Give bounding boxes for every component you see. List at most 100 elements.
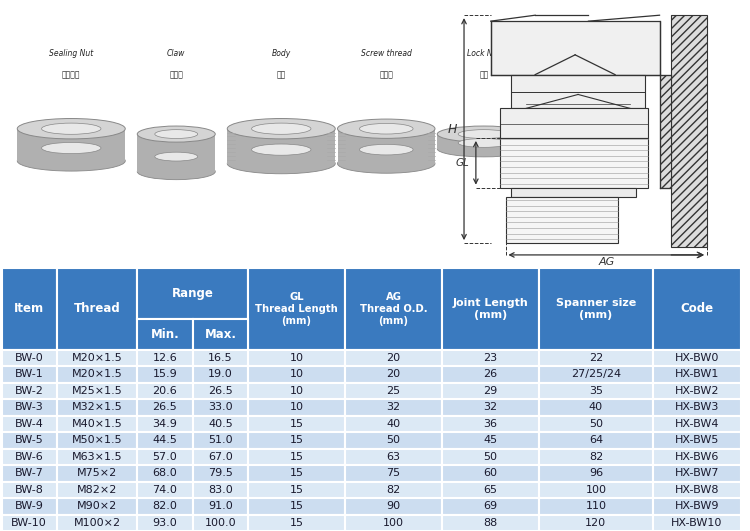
Text: 67.0: 67.0 xyxy=(208,452,232,462)
Ellipse shape xyxy=(154,130,198,139)
Ellipse shape xyxy=(17,118,125,139)
Bar xyxy=(248,399,345,416)
Bar xyxy=(2,498,57,515)
Bar xyxy=(57,366,137,383)
Bar xyxy=(442,432,539,449)
Bar xyxy=(193,515,248,531)
Bar xyxy=(2,482,57,498)
Text: 20.6: 20.6 xyxy=(152,386,177,396)
Text: BW-6: BW-6 xyxy=(15,452,44,462)
Text: Sealing Nut: Sealing Nut xyxy=(50,49,93,58)
Bar xyxy=(248,366,345,383)
Text: 15.9: 15.9 xyxy=(152,370,177,379)
Bar xyxy=(652,482,741,498)
Bar xyxy=(57,515,137,531)
Bar xyxy=(539,498,652,515)
Text: 25: 25 xyxy=(386,386,400,396)
Polygon shape xyxy=(338,129,435,164)
Ellipse shape xyxy=(338,154,435,173)
Bar xyxy=(345,349,442,366)
Bar xyxy=(193,383,248,399)
Bar xyxy=(137,320,193,349)
Ellipse shape xyxy=(41,123,101,134)
Bar xyxy=(57,498,137,515)
Bar xyxy=(652,366,741,383)
Text: 57.0: 57.0 xyxy=(152,452,177,462)
Bar xyxy=(345,498,442,515)
Bar xyxy=(193,449,248,465)
Bar xyxy=(2,349,57,366)
Text: M40×1.5: M40×1.5 xyxy=(72,419,122,429)
Bar xyxy=(137,366,193,383)
Text: HX-BW8: HX-BW8 xyxy=(675,485,719,495)
Bar xyxy=(137,465,193,482)
Text: BW-4: BW-4 xyxy=(15,419,44,429)
Bar xyxy=(193,482,248,498)
Text: 22: 22 xyxy=(589,353,603,363)
Polygon shape xyxy=(227,129,335,164)
Text: HX-BW10: HX-BW10 xyxy=(671,518,723,528)
Bar xyxy=(248,416,345,432)
Text: 15: 15 xyxy=(290,468,304,478)
Text: 15: 15 xyxy=(290,485,304,495)
Polygon shape xyxy=(17,129,125,161)
Bar xyxy=(442,449,539,465)
Bar xyxy=(137,482,193,498)
Bar xyxy=(345,482,442,498)
Text: 15: 15 xyxy=(290,419,304,429)
Text: GL: GL xyxy=(456,158,470,168)
Bar xyxy=(2,416,57,432)
Text: 100: 100 xyxy=(383,518,404,528)
Ellipse shape xyxy=(137,126,215,142)
Text: BW-1: BW-1 xyxy=(15,370,44,379)
Bar xyxy=(57,349,137,366)
Bar xyxy=(671,15,707,247)
Text: BW-10: BW-10 xyxy=(11,518,47,528)
Text: 螺母: 螺母 xyxy=(479,71,488,80)
Bar xyxy=(137,268,248,320)
Bar xyxy=(248,383,345,399)
Bar xyxy=(2,449,57,465)
Bar xyxy=(539,416,652,432)
Bar xyxy=(652,465,741,482)
Text: GL
Thread Length
(mm): GL Thread Length (mm) xyxy=(255,292,338,326)
Polygon shape xyxy=(137,134,215,172)
Text: AG: AG xyxy=(598,257,614,267)
Bar xyxy=(248,465,345,482)
Bar xyxy=(345,465,442,482)
Text: M82×2: M82×2 xyxy=(77,485,117,495)
Ellipse shape xyxy=(137,164,215,179)
Text: 23: 23 xyxy=(484,353,498,363)
Bar xyxy=(2,366,57,383)
Text: 29: 29 xyxy=(484,386,498,396)
Bar xyxy=(2,399,57,416)
Text: HX-BW1: HX-BW1 xyxy=(675,370,719,379)
Bar xyxy=(193,366,248,383)
Text: 74.0: 74.0 xyxy=(152,485,178,495)
Text: BW-2: BW-2 xyxy=(15,386,44,396)
Text: Spanner size
(mm): Spanner size (mm) xyxy=(556,298,636,320)
Bar xyxy=(345,515,442,531)
Bar xyxy=(345,416,442,432)
Text: H: H xyxy=(448,123,457,135)
Ellipse shape xyxy=(437,126,530,142)
Text: 19.0: 19.0 xyxy=(208,370,232,379)
Text: 45: 45 xyxy=(484,435,498,446)
Text: 10: 10 xyxy=(290,402,304,413)
Bar xyxy=(539,432,652,449)
Text: 110: 110 xyxy=(586,501,607,511)
Ellipse shape xyxy=(154,152,198,161)
Bar xyxy=(57,383,137,399)
Bar xyxy=(345,399,442,416)
Text: BW-9: BW-9 xyxy=(15,501,44,511)
Bar xyxy=(652,498,741,515)
Text: BW-0: BW-0 xyxy=(15,353,44,363)
Text: Lock Nut: Lock Nut xyxy=(467,49,500,58)
Text: 40.5: 40.5 xyxy=(208,419,232,429)
Bar xyxy=(512,187,636,198)
Bar xyxy=(652,449,741,465)
Bar xyxy=(57,449,137,465)
Text: 68.0: 68.0 xyxy=(152,468,177,478)
Text: 15: 15 xyxy=(290,452,304,462)
Bar xyxy=(57,465,137,482)
